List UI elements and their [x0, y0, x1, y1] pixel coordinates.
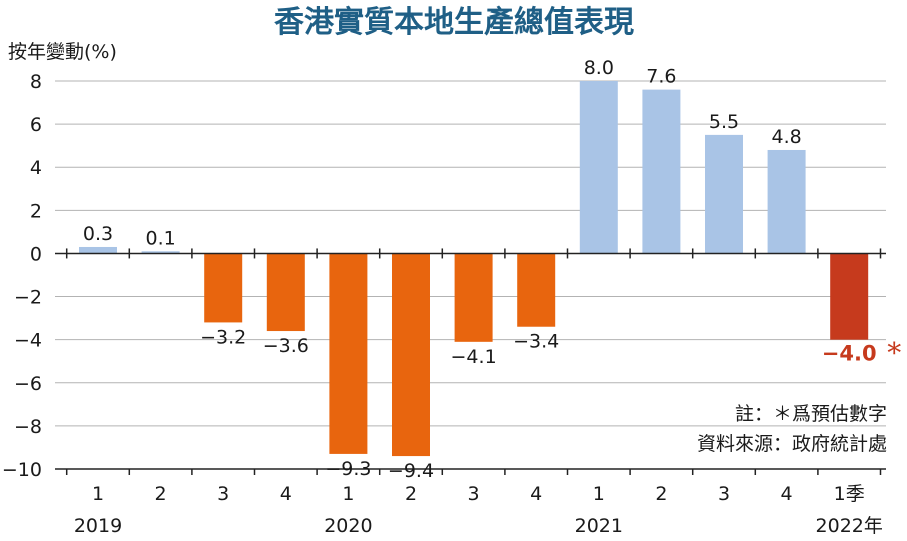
x-tick-labels: 1 2 3 4 1 2 3 4 1 2 3 4 1季 2019 2020 2021 2022年 — [74, 483, 883, 537]
y-tick-label: 4 — [30, 157, 42, 179]
x-tick-label: 4 — [781, 483, 793, 505]
bar — [204, 253, 243, 323]
bar — [767, 149, 806, 254]
year-label: 2020 — [324, 515, 372, 537]
bar — [454, 253, 493, 342]
data-label: 8.0 — [584, 57, 614, 79]
bar — [579, 81, 618, 254]
bar — [79, 246, 117, 254]
x-tick-label: 4 — [280, 483, 292, 505]
x-tick-label: 3 — [217, 483, 229, 505]
x-tick-label: 1 — [92, 483, 104, 505]
note-estimate: 註：＊爲預估數字 — [735, 403, 887, 425]
y-tick-label: 0 — [30, 243, 42, 265]
data-label: −3.2 — [200, 326, 246, 348]
bar — [141, 251, 180, 254]
data-label: 4.8 — [771, 126, 801, 148]
y-tick-label: 6 — [30, 114, 42, 136]
x-tick-label: 1 — [593, 483, 605, 505]
year-label: 2019 — [74, 515, 122, 537]
y-tick-label: −2 — [14, 287, 42, 309]
year-label: 2021 — [575, 515, 623, 537]
bar — [329, 253, 368, 454]
y-tick-label: 8 — [30, 71, 42, 93]
data-labels: 0.3 0.1 −3.2 −3.6 −9.3 −9.4 −4.1 −3.4 8.0 7.6 5.5 4… — [83, 57, 901, 482]
x-tick-label: 3 — [468, 483, 480, 505]
data-label: −3.6 — [263, 335, 309, 357]
y-tick-label: −4 — [14, 330, 42, 352]
bar — [517, 253, 556, 327]
x-tick-label: 2 — [655, 483, 667, 505]
note-source: 資料來源：政府統計處 — [697, 433, 887, 455]
y-tick-label: −8 — [14, 416, 42, 438]
x-tick-label: 1季 — [834, 483, 865, 505]
y-tick-label: 2 — [30, 200, 42, 222]
x-tick-label: 3 — [718, 483, 730, 505]
y-tick-label: −10 — [2, 459, 42, 481]
x-tick-label: 1 — [342, 483, 354, 505]
data-label: 0.3 — [83, 223, 113, 245]
y-tick-label: −6 — [14, 373, 42, 395]
data-label: 7.6 — [646, 66, 676, 88]
x-tick-label: 4 — [530, 483, 542, 505]
bars — [79, 81, 869, 457]
data-label: −9.4 — [388, 460, 434, 482]
chart-title: 香港實質本地生產總值表現 — [274, 5, 634, 40]
year-label: 2022年 — [816, 515, 883, 537]
x-tick-label: 2 — [405, 483, 417, 505]
bar — [392, 253, 430, 457]
bar — [266, 253, 305, 332]
data-label: −9.3 — [325, 458, 371, 480]
y-tick-labels: 8 6 4 2 0 −2 −4 −6 −8 −10 — [2, 71, 42, 481]
bar — [642, 89, 681, 254]
data-label: −4.1 — [451, 346, 497, 368]
data-label: 0.1 — [145, 227, 175, 249]
data-label: −4.0 — [822, 342, 877, 366]
y-axis-label: 按年變動(%) — [8, 41, 117, 63]
bar — [830, 253, 869, 340]
x-tick-label: 2 — [155, 483, 167, 505]
bar — [705, 134, 743, 254]
data-label: 5.5 — [709, 111, 739, 133]
axes — [55, 248, 886, 475]
estimate-mark: * — [887, 337, 901, 370]
data-label: −3.4 — [513, 331, 559, 353]
notes: 註：＊爲預估數字 資料來源：政府統計處 — [697, 403, 887, 455]
